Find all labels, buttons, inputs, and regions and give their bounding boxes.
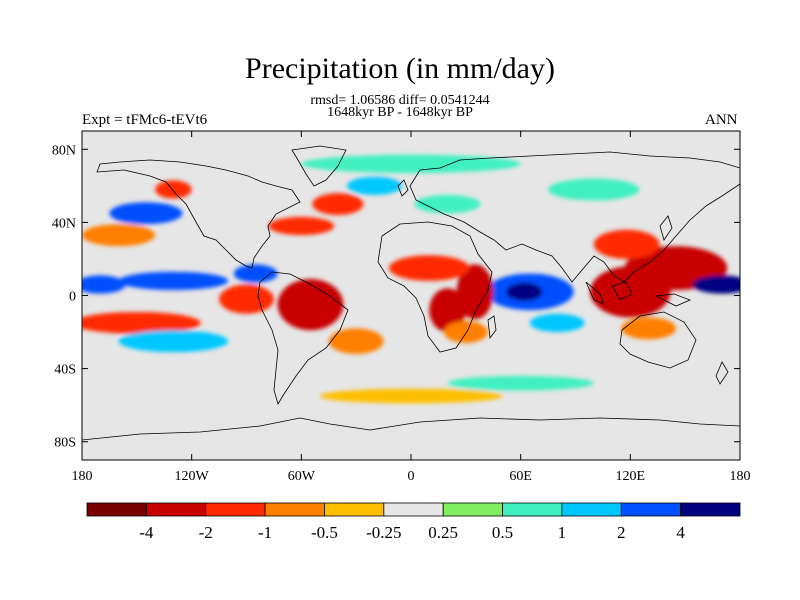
anomaly-south-pacific-wet [118,330,229,353]
colorbar-label: 0.25 [428,523,458,542]
anomaly-n-pacific-dry [82,224,156,247]
coast-madagascar [487,315,497,340]
x-tick-label: 60E [509,469,532,484]
x-tick-label: 60W [288,469,316,484]
anomaly-n-atlantic-wet [347,176,402,195]
colorbar-swatch [145,502,207,517]
anomaly-field [82,154,740,404]
coast-new-guinea [654,293,692,307]
colorbar-label: 4 [676,523,685,542]
y-tick-label: 40S [54,363,76,378]
colorbar-swatch [502,502,563,517]
season-label: ANN [705,112,738,128]
y-axis: 80N 40N 0 40S 80S [52,143,740,451]
anomaly-amazon-dry [277,279,344,331]
colorbar-label: -0.5 [311,523,338,542]
anomaly-e-pacific-itcz-wet [118,271,229,291]
y-tick-label: 0 [69,290,76,305]
colorbar-label: 1 [558,523,567,542]
anomaly-south-africa-dry [443,321,488,344]
coast-africa [377,221,493,353]
coast-japan [659,215,673,241]
coastlines [82,145,740,441]
coast-eurasia [409,151,740,283]
coast-south-america [257,271,349,405]
colorbar-swatch [264,502,325,517]
anomaly-gulf-stream-dry [268,216,335,236]
anomaly-europe-wet [414,194,481,214]
period-line: 1648kyr BP - 1648kyr BP [327,105,473,120]
anomaly-w-pacific-wet-band [692,275,740,294]
anomaly-w-pacific-wet-band-w [82,275,126,294]
x-tick-label: 120W [175,469,210,484]
colorbar-swatch [442,502,503,517]
colorbar-label: -4 [139,523,154,542]
anomaly-s-pacific-dry [82,311,201,334]
colorbar-label: 0.5 [492,523,513,542]
coast-british-isles [397,179,409,197]
colorbar-label: -1 [258,523,272,542]
anomaly-sahel-dry [389,255,470,281]
stats-line: rmsd= 1.06586 diff= 0.0541244 [310,93,490,108]
colorbar-swatch [383,502,444,517]
anomaly-indian-ocean-wet-core [506,282,543,301]
anomaly-australia-dry [621,317,677,340]
coast-australia [619,311,697,369]
anomaly-e-pacific-dry [219,284,274,314]
anomaly-n-pacific-wet [109,202,183,225]
y-tick-label: 80N [52,143,76,158]
chart-title: Precipitation (in mm/day) [245,52,555,85]
anomaly-gulf-alaska-dry [155,180,192,199]
anomaly-southern-ocean-wet [447,375,594,391]
anomaly-indian-s-wet [529,313,585,333]
colorbar-swatch [561,502,622,517]
coast-antarctica [82,417,740,441]
colorbar-label: -2 [199,523,213,542]
coast-north-america [96,159,301,269]
anomaly-east-africa-dry [456,264,494,320]
x-tick-label: 0 [408,469,415,484]
anomaly-southern-ocean-dry [319,388,503,404]
colorbar-swatch [205,502,266,517]
colorbar: -4 -2 -1 -0.5 -0.25 0.25 0.5 1 2 4 [86,502,741,542]
anomaly-central-america-wet [233,264,278,283]
colorbar-label: 2 [617,523,626,542]
coast-new-zealand [715,361,729,385]
anomaly-maritime-continent-dry [590,266,671,318]
x-tick-label: 120E [616,469,646,484]
coast-borneo [611,281,633,301]
anomaly-siberia-wet [548,178,640,201]
anomaly-south-atlantic-dry [328,328,384,354]
anomaly-east-asia-dry [593,229,660,259]
y-tick-label: 40N [52,216,76,231]
coast-greenland [291,145,347,187]
colorbar-swatch [680,502,741,517]
colorbar-swatch [86,502,147,517]
x-tick-label: 180 [72,469,93,484]
coast-sumatra [585,281,605,305]
anomaly-n-atlantic-dry [312,193,364,216]
x-tick-label: 180 [730,469,751,484]
x-axis: 180 120W 60W 0 60E 120E 180 [72,131,751,484]
y-tick-label: 80S [54,436,76,451]
experiment-label: Expt = tFMc6-tEVt6 [82,112,208,128]
colorbar-swatch [324,502,385,517]
colorbar-swatch [620,502,682,517]
anomaly-congo-dry [429,288,466,333]
colorbar-label: -0.25 [366,523,401,542]
